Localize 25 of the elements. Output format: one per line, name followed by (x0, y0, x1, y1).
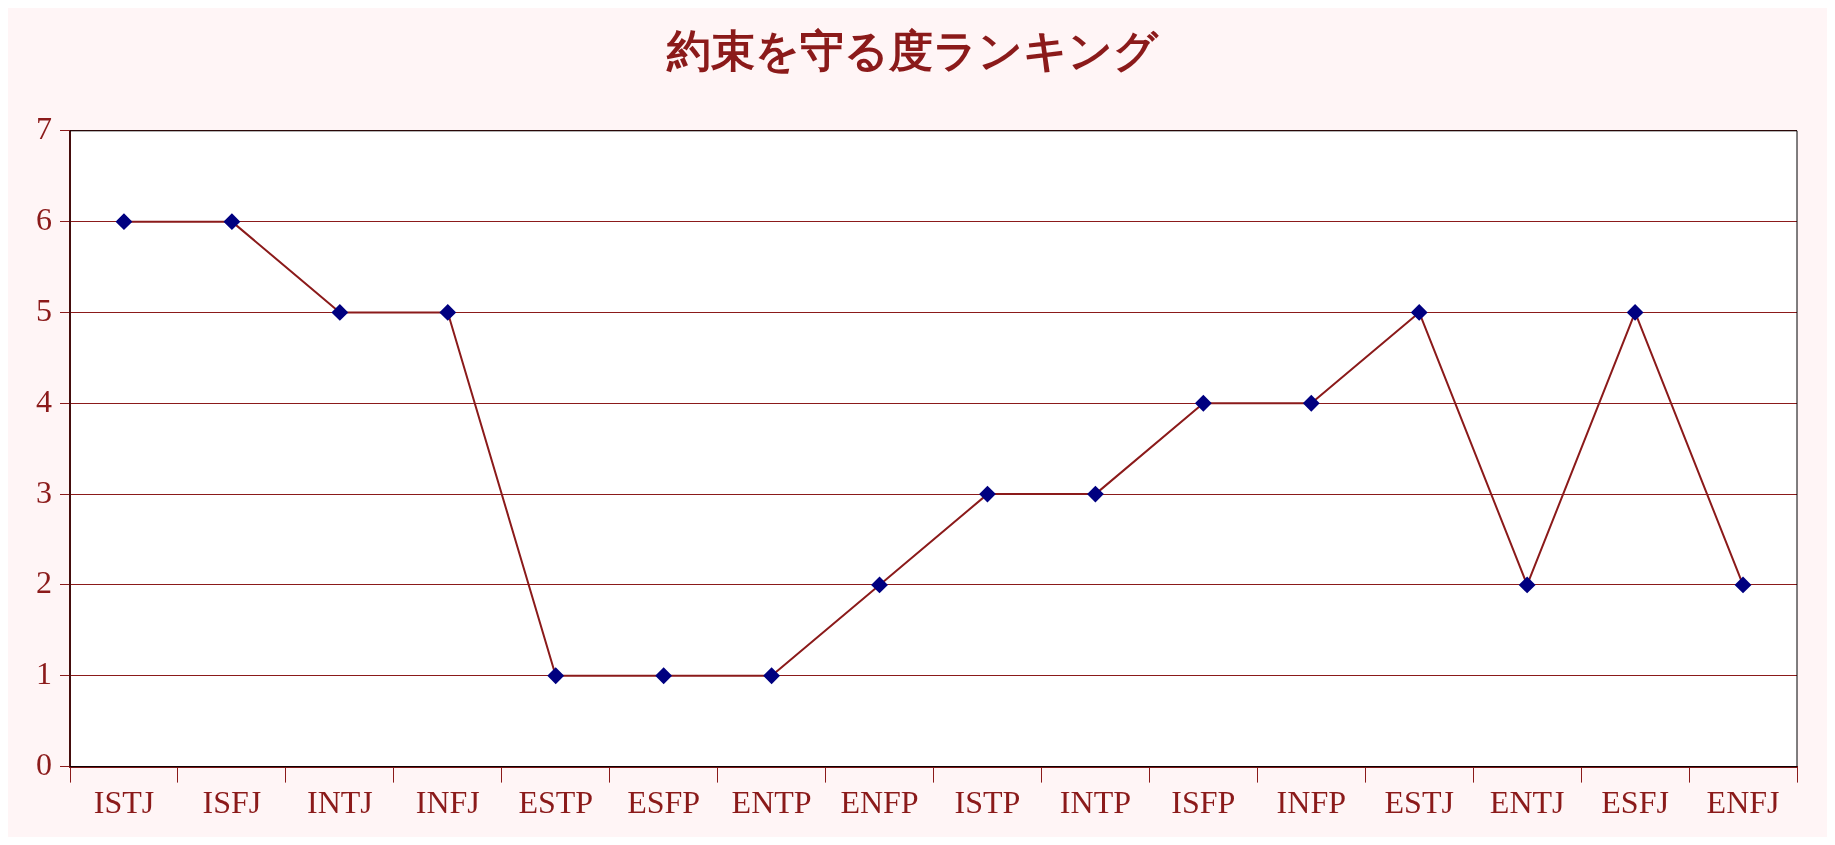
x-tick-label: INTP (1059, 784, 1131, 821)
x-tick-label: ESTJ (1384, 784, 1454, 821)
x-tick-label: INTJ (306, 784, 373, 821)
y-tick-label: 2 (36, 564, 52, 601)
y-tick-label: 3 (36, 473, 52, 510)
x-tick-label: ISFJ (202, 784, 262, 821)
x-tick-label: ESTP (518, 784, 594, 821)
x-tick-label: ISFP (1171, 784, 1236, 821)
x-tick-label: ISTP (954, 784, 1021, 821)
x-tick-label: ISTJ (93, 784, 155, 821)
chart-title: 約束を守る度ランキング (666, 26, 1159, 76)
x-tick-label: ESFJ (1601, 784, 1669, 821)
y-tick-label: 6 (36, 201, 52, 238)
x-tick-label: ENFJ (1706, 784, 1780, 821)
x-tick-label: ENFP (840, 784, 919, 821)
x-tick-label: ENTJ (1489, 784, 1565, 821)
x-tick-label: INFP (1276, 784, 1346, 821)
x-tick-label: ENTP (731, 784, 812, 821)
y-tick-label: 1 (36, 655, 52, 692)
y-tick-label: 5 (36, 291, 52, 328)
x-tick-label: ESFP (627, 784, 701, 821)
y-tick-label: 0 (36, 746, 52, 783)
x-tick-label: INFJ (415, 784, 480, 821)
y-tick-label: 4 (36, 382, 52, 419)
y-tick-label: 7 (36, 110, 52, 147)
